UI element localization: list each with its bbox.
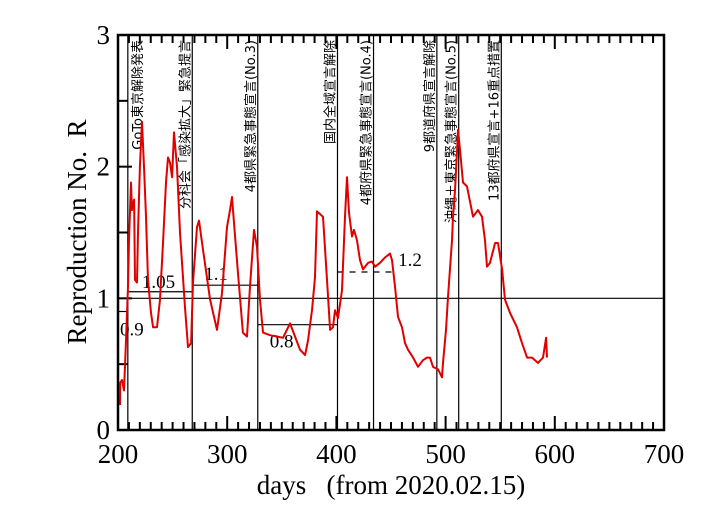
event-label: 4都県緊急事態宣言(No.3) bbox=[243, 40, 259, 192]
event-label: 国内全域宣言解除 bbox=[322, 40, 338, 144]
event-label: 13都府県宣言+16重点措置 bbox=[486, 40, 502, 201]
series-line-r bbox=[119, 120, 548, 406]
level-label: 1.2 bbox=[398, 250, 422, 271]
x-tick-label: 400 bbox=[316, 439, 357, 469]
event-label: 9都道府県宣言解除 bbox=[422, 40, 438, 152]
tick-labels: 200 300 400 500 600 700 0 1 2 3 bbox=[97, 20, 685, 469]
x-axis-title: days (from 2020.02.15) bbox=[257, 470, 525, 500]
axis-ticks bbox=[117, 34, 665, 431]
event-label: 分科会「感染拡大」緊急提言 bbox=[177, 40, 193, 209]
y-tick-label: 0 bbox=[97, 415, 111, 445]
y-tick-label: 2 bbox=[97, 152, 111, 182]
plot-frame bbox=[116, 33, 666, 432]
y-tick-label: 1 bbox=[97, 283, 111, 313]
x-tick-label: 300 bbox=[207, 439, 248, 469]
x-tick-label: 500 bbox=[425, 439, 466, 469]
x-tick-label: 600 bbox=[535, 439, 576, 469]
event-markers: GoTo東京解除発表 分科会「感染拡大」緊急提言 4都県緊急事態宣言(No.3) 国内… bbox=[127, 35, 502, 430]
level-label: 1.05 bbox=[142, 272, 175, 293]
event-label: 4都府県緊急事態宣言(No.4) bbox=[359, 40, 375, 205]
y-tick-label: 3 bbox=[97, 20, 111, 50]
x-tick-label: 700 bbox=[644, 439, 685, 469]
x-tick-label: 200 bbox=[98, 439, 139, 469]
level-label: 0.9 bbox=[120, 320, 144, 341]
y-axis-title: Reproduction No. R bbox=[62, 120, 92, 345]
